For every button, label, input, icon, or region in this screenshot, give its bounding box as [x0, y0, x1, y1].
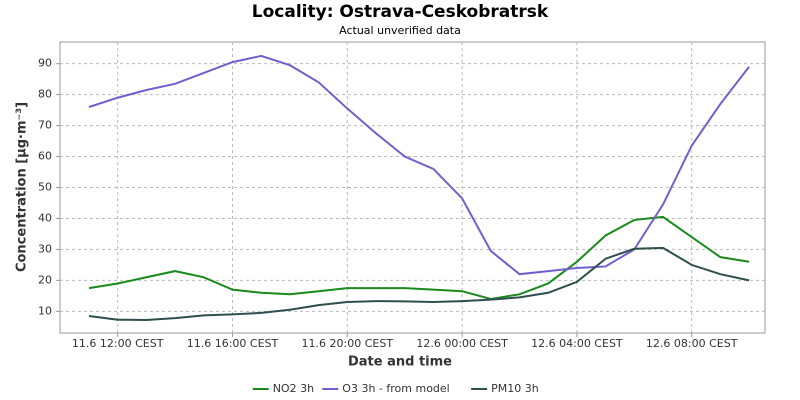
y-tick-label: 50 [38, 181, 52, 194]
y-axis-title: Concentration [µg·m⁻³] [15, 102, 30, 272]
series-line [88, 54, 750, 276]
chart-title: Locality: Ostrava-Ceskobratrsk [252, 2, 549, 22]
y-tick-label: 20 [38, 273, 52, 286]
y-tick-label: 60 [38, 150, 52, 163]
x-tick-label: 11.6 16:00 CEST [187, 337, 279, 350]
y-tick-label: 30 [38, 242, 52, 255]
series-line [88, 246, 750, 321]
legend-label: PM10 3h [491, 382, 539, 395]
y-tick-label: 90 [38, 57, 52, 70]
y-tick-label: 70 [38, 119, 52, 132]
y-tick-label: 80 [38, 88, 52, 101]
chart-subtitle: Actual unverified data [339, 24, 461, 37]
x-tick-label: 11.6 20:00 CEST [302, 337, 394, 350]
y-tick-label: 10 [38, 304, 52, 317]
x-tick-label: 12.6 08:00 CEST [646, 337, 738, 350]
series-line [88, 215, 750, 300]
legend-label: NO2 3h [273, 382, 314, 395]
x-tick-label: 12.6 00:00 CEST [416, 337, 508, 350]
y-tick-label: 40 [38, 211, 52, 224]
x-tick-label: 11.6 12:00 CEST [72, 337, 164, 350]
legend-label: O3 3h - from model [342, 382, 449, 395]
x-tick-label: 12.6 04:00 CEST [531, 337, 623, 350]
x-axis-title: Date and time [348, 355, 452, 370]
plot-area [59, 41, 766, 334]
